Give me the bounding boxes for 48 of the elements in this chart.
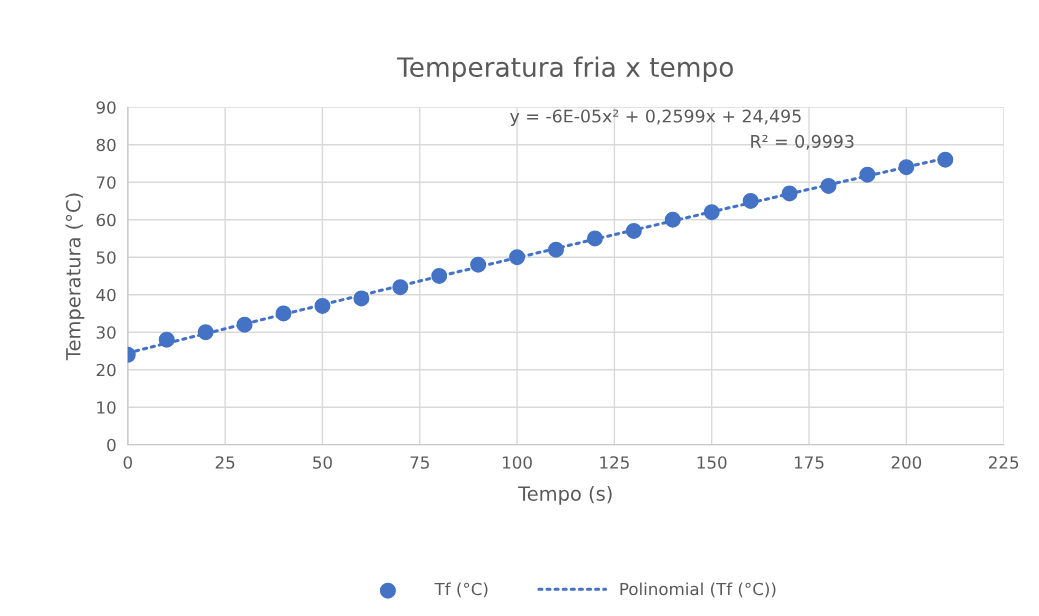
- x-tick-label: 50: [313, 456, 332, 469]
- point: [236, 316, 253, 333]
- point: [664, 211, 681, 228]
- x-tick-label: 150: [697, 456, 727, 469]
- x-tick-label: 200: [891, 456, 922, 469]
- x-tick-label: 100: [503, 456, 532, 469]
- point: [703, 204, 720, 221]
- point: [314, 297, 331, 314]
- y-tick-label: 80: [96, 138, 116, 152]
- chart-title: Temperatura fria x tempo: [397, 56, 733, 83]
- y-tick-label: 30: [96, 326, 116, 339]
- y-axis-title: Temperatura (°C): [65, 193, 85, 361]
- annotation: R² = 0,9993: [751, 134, 854, 150]
- annotation: y = -6E-05x² + 0,2599x + 24,495: [510, 109, 801, 126]
- x-tick-label: 125: [600, 456, 629, 469]
- point: [820, 177, 837, 194]
- point: [392, 279, 409, 296]
- y-tick-label: 10: [97, 401, 116, 414]
- point: [742, 192, 759, 209]
- y-tick-label: 90: [96, 101, 116, 114]
- y-tick-label: 60: [96, 213, 116, 227]
- point: [158, 331, 175, 348]
- point: [781, 185, 798, 202]
- y-tick-label: 40: [96, 288, 116, 302]
- point: [859, 166, 876, 183]
- y-tick-label: 20: [96, 363, 116, 377]
- x-tick-label: 25: [215, 456, 235, 469]
- point: [898, 159, 915, 176]
- legend-label: Polinomial (Tf (°C)): [620, 582, 776, 598]
- y-tick-label: 70: [96, 176, 116, 189]
- point: [353, 290, 370, 307]
- x-tick-label: 175: [794, 456, 824, 469]
- y-tick-label: 50: [96, 251, 116, 264]
- point: [509, 249, 526, 266]
- point: [470, 256, 487, 273]
- point: [586, 230, 603, 247]
- x-tick-label: 75: [410, 456, 429, 469]
- legend-label: Tf (°C): [434, 582, 488, 598]
- point: [197, 324, 214, 341]
- point: [625, 222, 642, 239]
- x-axis-title: Tempo (s): [518, 485, 612, 505]
- x-tick-label: 0: [123, 456, 132, 469]
- point: [548, 241, 564, 258]
- y-tick-label: 0: [107, 438, 116, 452]
- point: [431, 267, 448, 284]
- x-tick-label: 225: [988, 456, 1019, 469]
- point: [937, 151, 954, 168]
- point: [275, 305, 292, 322]
